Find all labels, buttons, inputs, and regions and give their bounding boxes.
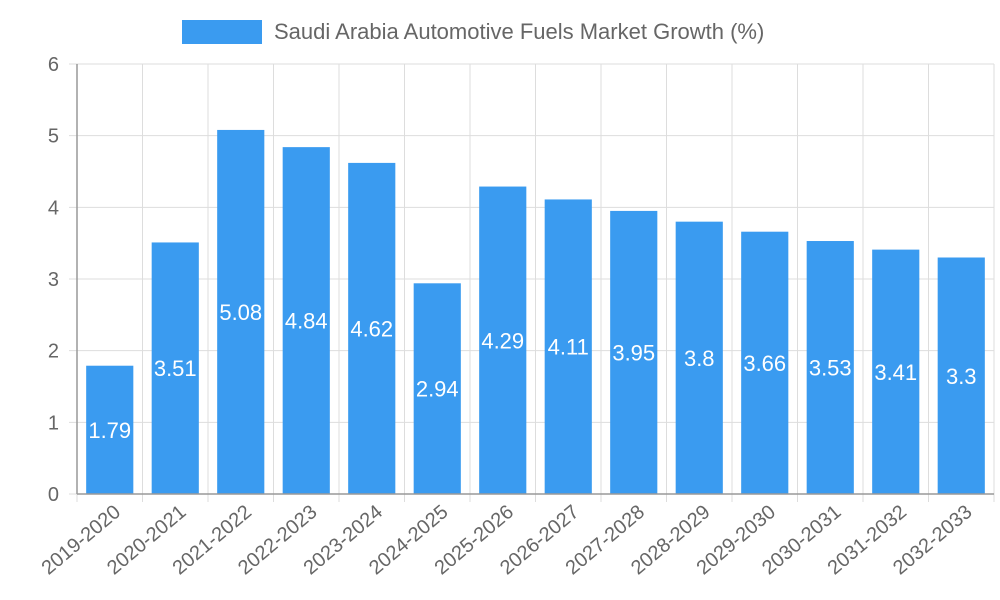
bar-value-label: 3.66 — [743, 351, 786, 376]
y-tick-label: 1 — [48, 412, 59, 434]
bar-2031-2032[interactable] — [872, 249, 920, 494]
bar-value-label: 4.29 — [481, 328, 524, 353]
bar-value-label: 3.53 — [809, 356, 852, 381]
bar-2022-2023[interactable] — [282, 147, 330, 494]
bars-layer — [86, 129, 985, 495]
bar-value-label: 2.94 — [416, 377, 459, 402]
bar-value-label: 1.79 — [88, 418, 131, 443]
bar-value-label: 3.51 — [154, 356, 197, 381]
y-tick-label: 3 — [48, 269, 59, 291]
bar-2032-2033[interactable] — [937, 257, 985, 495]
bar-value-label: 5.08 — [219, 300, 262, 325]
bar-value-label: 3.41 — [874, 360, 917, 385]
legend-label: Saudi Arabia Automotive Fuels Market Gro… — [274, 19, 764, 44]
bar-2019-2020[interactable] — [86, 365, 134, 494]
bar-value-label: 3.3 — [946, 364, 977, 389]
y-tick-label: 2 — [48, 341, 59, 363]
bar-2025-2026[interactable] — [479, 186, 527, 495]
bar-2023-2024[interactable] — [348, 162, 396, 494]
bar-value-label: 4.84 — [285, 309, 328, 334]
bar-value-label: 4.62 — [350, 316, 393, 341]
bar-value-label: 3.95 — [612, 340, 655, 365]
legend[interactable]: Saudi Arabia Automotive Fuels Market Gro… — [182, 19, 764, 44]
legend-swatch — [182, 20, 262, 44]
bar-2020-2021[interactable] — [151, 242, 199, 494]
bar-2029-2030[interactable] — [741, 231, 789, 494]
bar-2021-2022[interactable] — [217, 129, 265, 494]
y-tick-label: 0 — [48, 484, 59, 506]
grid-layer — [69, 63, 995, 502]
y-tick-label: 5 — [48, 126, 59, 148]
bar-value-label: 3.8 — [684, 346, 715, 371]
bar-2024-2025[interactable] — [413, 283, 461, 494]
y-tick-label: 6 — [48, 54, 59, 76]
y-tick-label: 4 — [48, 197, 59, 219]
bar-2027-2028[interactable] — [610, 210, 658, 494]
bar-2028-2029[interactable] — [675, 221, 723, 494]
bar-2030-2031[interactable] — [806, 241, 854, 494]
labels-layer: 1.79 3.51 5.08 4.84 4.62 2.94 4.29 4.11 3.95 3.8 3… — [88, 300, 976, 443]
bar-value-label: 4.11 — [548, 335, 589, 360]
bar-2026-2027[interactable] — [544, 199, 592, 494]
